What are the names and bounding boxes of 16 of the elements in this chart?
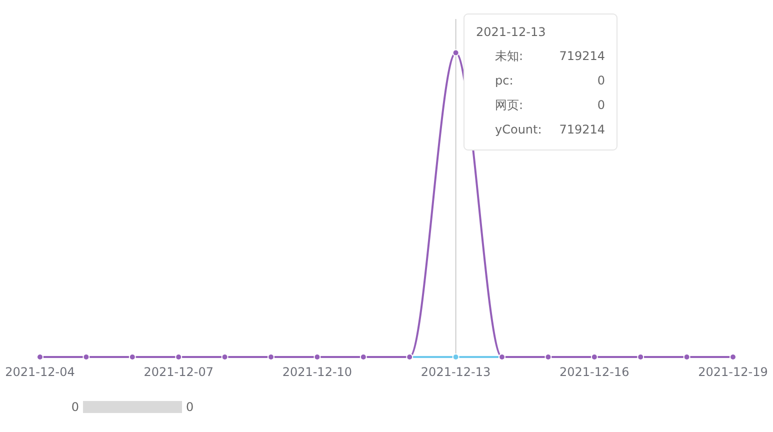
text: 2021-12-13 [476, 25, 546, 39]
x-tick-label: 2021-12-07 [144, 365, 214, 379]
annotation: yCount: [495, 122, 542, 136]
x-tick-label: 2021-12-16 [560, 365, 630, 379]
annotation: 网页: [495, 98, 524, 112]
annotation: 719214 [559, 49, 605, 63]
x-tick-label: 2021-12-19 [698, 365, 768, 379]
x-tick-label: 2021-12-10 [282, 365, 352, 379]
annotation: 未知: [495, 49, 524, 63]
annotation: pc: [495, 74, 514, 88]
range-control: 0 0 [71, 400, 194, 414]
x-tick-label: 2021-12-04 [5, 365, 75, 379]
annotation: 719214 [559, 122, 605, 136]
annotation: 0 [597, 98, 605, 112]
annotation: 0 [597, 74, 605, 88]
x-tick-label: 2021-12-13 [420, 365, 491, 379]
